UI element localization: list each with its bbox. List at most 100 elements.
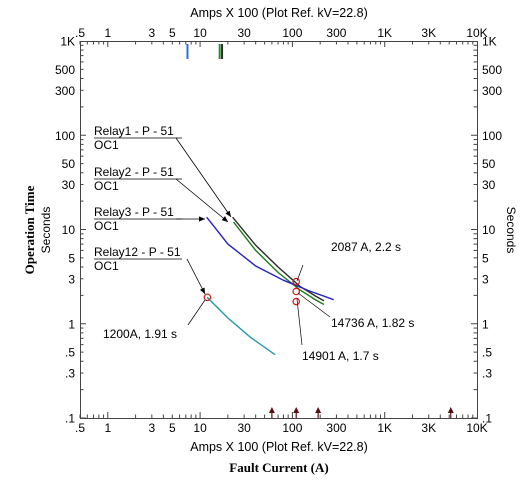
inrush-mark	[186, 44, 189, 59]
axis-title-top: Amps X 100 (Plot Ref. kV=22.8)	[190, 6, 368, 20]
y-tick-label-right: 100	[482, 129, 502, 143]
x-tick-label-bottom: 100	[282, 421, 302, 435]
relay-leader-arrowhead	[199, 287, 205, 294]
relay-leader-arrowhead	[199, 216, 205, 222]
x-tick-label-bottom: 30	[237, 421, 251, 435]
y-tick-label-right: 1	[482, 317, 489, 331]
x-tick-label-bottom: .5	[75, 421, 85, 435]
y-tick-label-right: 500	[482, 63, 502, 77]
x-tick-label-top: 30	[237, 26, 251, 40]
marker-group	[203, 277, 301, 306]
y-tick-label-left: 5	[68, 251, 75, 265]
operating-point-marker	[292, 277, 301, 286]
operating-point-leader	[296, 264, 304, 282]
x-tick-label-top: 100	[282, 26, 302, 40]
x-tick-label-top: 300	[326, 26, 346, 40]
x-axis-label: Fault Current (A)	[229, 460, 328, 475]
fault-arrow-marker	[315, 407, 322, 413]
relay-label-name: Relay12 - P - 51	[94, 245, 181, 259]
y-tick-label-left: 1	[68, 317, 75, 331]
relay-leader-arrowhead	[225, 210, 231, 217]
operating-point-leader	[297, 292, 331, 318]
y-tick-label-right: 30	[482, 178, 496, 192]
relay-leader-line	[175, 137, 232, 218]
curve-relay12	[206, 296, 276, 356]
x-tick-label-bottom: 10K	[466, 421, 487, 435]
operating-point-label: 2087 A, 2.2 s	[331, 240, 401, 254]
operating-point-marker	[292, 287, 301, 296]
operating-point-label: 14901 A, 1.7 s	[302, 349, 379, 363]
edge-marks	[186, 44, 454, 418]
y-tick-label-left: .1	[65, 412, 75, 426]
y-tick-label-left: 100	[55, 129, 75, 143]
x-tick-label-top: 10K	[466, 26, 487, 40]
inrush-mark	[221, 44, 224, 59]
fault-arrow-marker	[293, 407, 300, 413]
y-tick-label-left: .3	[65, 367, 75, 381]
y-tick-label-left: 10	[62, 223, 76, 237]
y-tick-label-right: 3	[482, 272, 489, 286]
operating-point-marker	[292, 297, 301, 306]
y-tick-label-right: 50	[482, 157, 496, 171]
relay-label-name: Relay3 - P - 51	[94, 205, 174, 219]
y-axis-label-inner: Seconds	[39, 207, 53, 254]
x-tick-label-bottom: 10	[193, 421, 207, 435]
relay-leader-line	[175, 178, 229, 223]
y-tick-label-right: .5	[482, 346, 492, 360]
curve-relay2	[232, 221, 325, 306]
y-tick-label-right: .1	[482, 412, 492, 426]
x-tick-label-top: 1	[104, 26, 111, 40]
relay-label-name: Relay1 - P - 51	[94, 124, 174, 138]
x-tick-label-top: 3	[148, 26, 155, 40]
x-tick-label-top: 10	[193, 26, 207, 40]
x-tick-label-bottom: 5	[169, 421, 176, 435]
fault-arrow-marker	[447, 407, 454, 413]
operating-point-leader	[187, 299, 206, 326]
y-tick-label-left: 300	[55, 84, 75, 98]
fault-arrow-marker	[268, 407, 275, 413]
x-tick-label-bottom: 3K	[421, 421, 436, 435]
y-tick-label-left: .5	[65, 346, 75, 360]
x-tick-label-top: 1K	[377, 26, 392, 40]
axis-ticks	[79, 41, 477, 419]
relay-leader-arrowhead	[221, 216, 228, 222]
x-tick-label-top: 5	[169, 26, 176, 40]
x-tick-label-bottom: 1K	[377, 421, 392, 435]
plot-frame	[80, 41, 478, 419]
y-axis-label-outer: Operation Time	[22, 185, 37, 274]
y-tick-label-right: .3	[482, 367, 492, 381]
y-tick-label-left: 500	[55, 63, 75, 77]
operating-point-label: 14736 A, 1.82 s	[331, 316, 414, 330]
y-tick-label-left: 1K	[60, 35, 75, 49]
operating-point-leader	[296, 298, 303, 346]
y-tick-label-left: 30	[62, 178, 76, 192]
operating-point-label: 1200A, 1.91 s	[103, 327, 177, 341]
inrush-mark	[218, 44, 221, 59]
y-tick-label-right: 1K	[482, 35, 497, 49]
curve-group	[206, 216, 334, 356]
y-tick-label-left: 50	[62, 157, 76, 171]
x-tick-label-bottom: 3	[148, 421, 155, 435]
x-tick-label-bottom: 300	[326, 421, 346, 435]
relay-label-element: OC1	[94, 219, 119, 233]
operating-point-marker	[203, 293, 212, 302]
relay-label-element: OC1	[94, 179, 119, 193]
axis-title-bottom: Amps X 100 (Plot Ref. kV=22.8)	[190, 440, 368, 454]
x-tick-label-top: 3K	[421, 26, 436, 40]
relay-label-name: Relay2 - P - 51	[94, 165, 174, 179]
y-tick-label-left: 3	[68, 272, 75, 286]
y-axis-label-right: Seconds	[504, 207, 518, 254]
curve-relay1	[232, 216, 325, 302]
relay-label-element: OC1	[94, 138, 119, 152]
curve-relay3	[206, 216, 334, 301]
x-tick-label-top: .5	[75, 26, 85, 40]
axis-tick-labels: .5.5113355101030301001003003001K1K3K3K10…	[55, 26, 502, 435]
relay-leader-line	[186, 258, 206, 295]
y-tick-label-right: 300	[482, 84, 502, 98]
y-tick-label-right: 5	[482, 251, 489, 265]
y-tick-label-right: 10	[482, 223, 496, 237]
relay-label-element: OC1	[94, 259, 119, 273]
x-tick-label-bottom: 1	[104, 421, 111, 435]
